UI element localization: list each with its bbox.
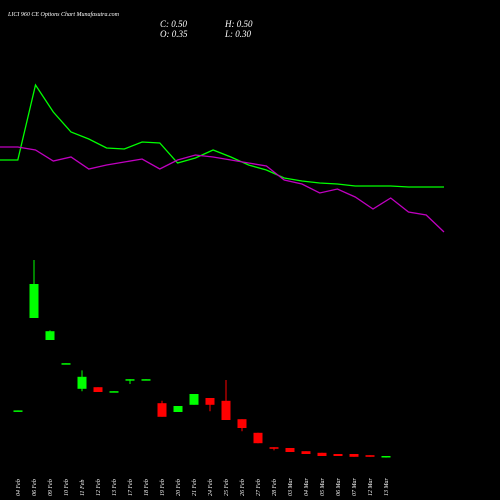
candle-body [317, 452, 327, 456]
x-tick-label: 18 Feb [144, 479, 150, 496]
indicator-line [0, 83, 444, 188]
candle-body [285, 448, 295, 452]
x-tick-label: 20 Feb [176, 479, 182, 496]
candle-body [109, 391, 119, 393]
candle-body [333, 454, 343, 456]
x-tick-label: 11 Feb [80, 480, 86, 496]
candle-body [77, 376, 87, 389]
chart-title: LICI 960 CE Options Chart Munafasutra.co… [7, 11, 120, 18]
candle-body [253, 432, 263, 444]
x-tick-label: 05 Mar [320, 478, 326, 496]
info-close: C: 0.50 [160, 19, 188, 29]
x-tick-label: 19 Feb [160, 479, 166, 496]
candle-body [365, 455, 375, 457]
x-tick-label: 17 Feb [128, 479, 134, 496]
x-tick-label: 10 Feb [64, 479, 70, 496]
x-tick-label: 13 Feb [112, 479, 118, 496]
x-tick-label: 03 Mar [288, 478, 294, 496]
x-tick-label: 06 Mar [336, 478, 342, 496]
candle-body [237, 419, 247, 428]
x-tick-label: 28 Feb [272, 479, 278, 496]
info-low: L: 0.30 [224, 29, 252, 39]
candle-body [13, 410, 23, 412]
candle-body [381, 456, 391, 458]
indicator-line [0, 146, 445, 233]
candle-body [141, 379, 151, 381]
candle-body [61, 363, 71, 365]
info-open: O: 0.35 [160, 29, 188, 39]
x-tick-label: 24 Feb [207, 479, 214, 496]
x-tick-label: 25 Feb [224, 479, 230, 496]
x-tick-label: 04 Mar [303, 478, 310, 496]
x-tick-label: 12 Feb [96, 479, 102, 496]
x-tick-label: 04 Feb [15, 479, 22, 496]
x-tick-label: 09 Feb [48, 479, 54, 496]
candle-body [349, 454, 359, 457]
candle-body [221, 400, 231, 420]
x-tick-label: 27 Feb [256, 479, 262, 496]
x-tick-label: 06 Feb [32, 479, 38, 496]
candle-body [205, 398, 215, 405]
candle-body [157, 403, 167, 417]
candle-body [93, 387, 103, 392]
x-tick-label: 21 Feb [192, 479, 198, 496]
candle-body [269, 447, 279, 449]
candle-body [125, 379, 135, 381]
x-tick-label: 07 Mar [352, 478, 358, 496]
x-tick-label: 13 Mar [384, 478, 390, 496]
candle-body [173, 406, 183, 412]
candle-body [29, 284, 39, 318]
info-high: H: 0.50 [224, 19, 253, 29]
x-tick-label: 12 Mar [368, 478, 374, 496]
x-tick-label: 26 Feb [240, 479, 246, 496]
candle-body [189, 394, 199, 405]
candle-body [45, 331, 55, 340]
candle-body [301, 451, 311, 454]
